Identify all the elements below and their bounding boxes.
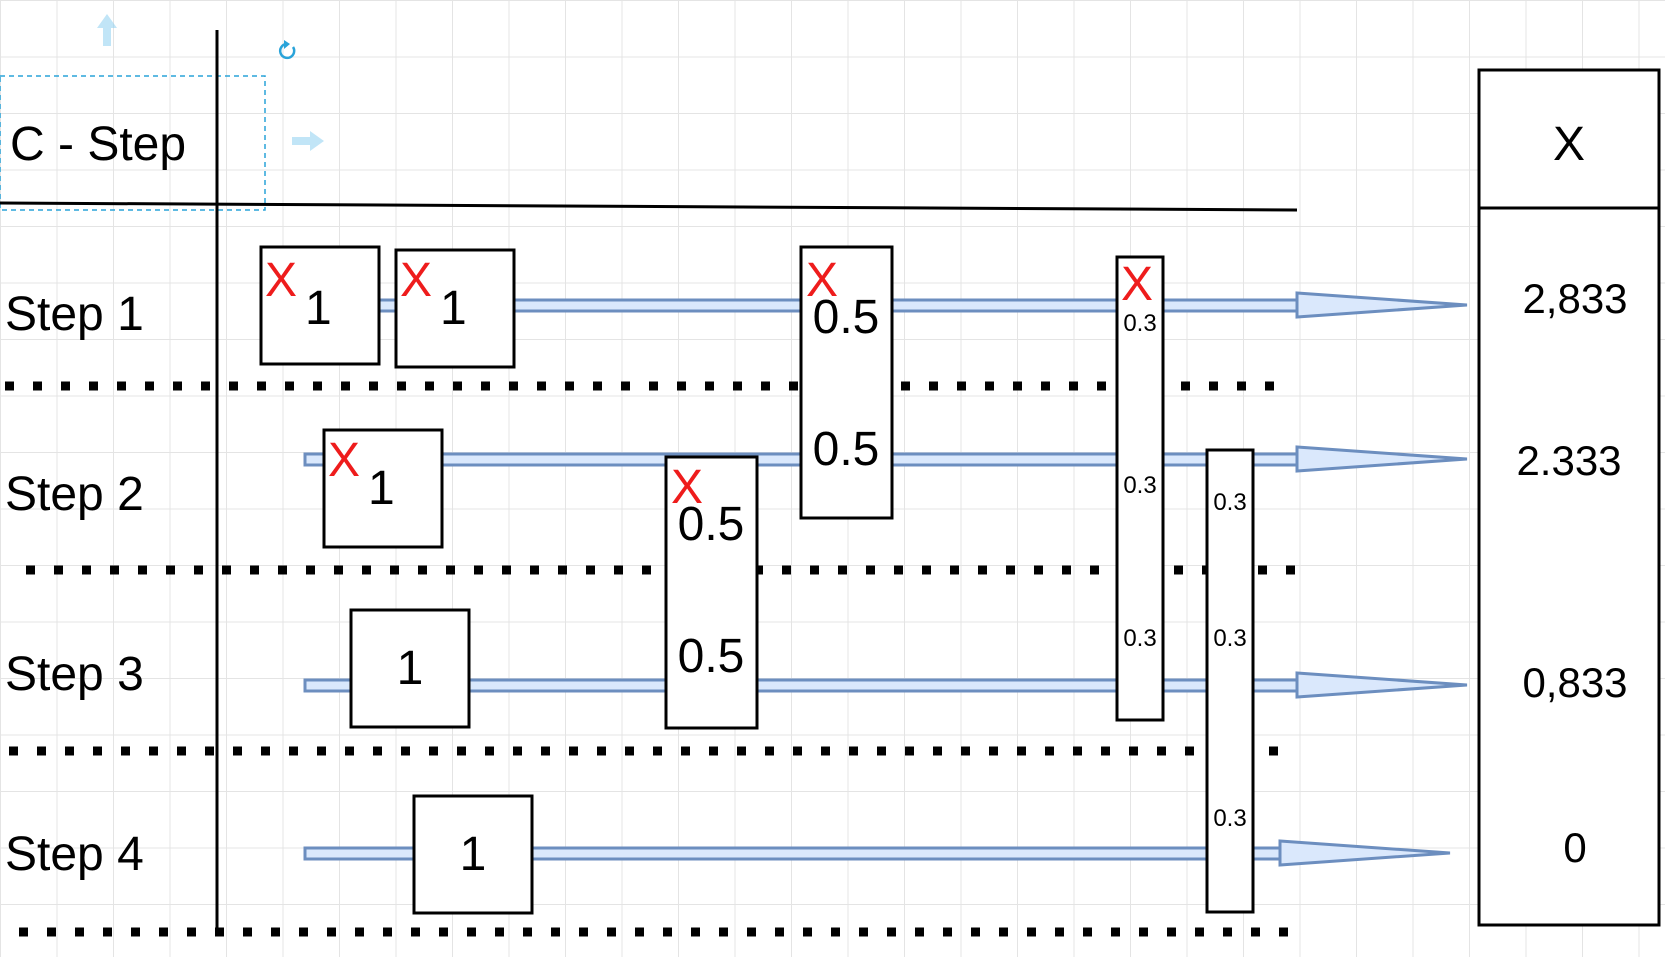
selection-overlay[interactable] (0, 14, 324, 211)
flow-arrow-3 (303, 671, 1469, 699)
row-label-step-1: Step 1 (5, 288, 144, 341)
box-value: 0.3 (1213, 625, 1246, 652)
box-value: 0.3 (1213, 805, 1246, 832)
split-box-steps-2-3[interactable]: X 0.5 0.5 (664, 455, 759, 730)
thin-box-steps-1-3[interactable]: X 0.3 0.3 0.3 (1115, 255, 1165, 722)
rotate-handle-icon[interactable] (278, 40, 296, 60)
x-marker: X (400, 254, 432, 307)
header-divider (0, 201, 1298, 212)
step1-box-1[interactable]: X 1 (259, 245, 381, 366)
up-arrow-handle-icon[interactable] (97, 14, 117, 46)
step2-box-1[interactable]: X 1 (322, 428, 444, 549)
step3-box-1[interactable]: 1 (349, 608, 471, 729)
x-marker: X (806, 254, 838, 307)
step1-box-2[interactable]: X 1 (394, 248, 516, 369)
step4-box-1[interactable]: 1 (412, 794, 534, 915)
box-value-bottom: 0.5 (813, 423, 880, 476)
flow-arrow-4 (303, 839, 1452, 867)
split-box-steps-1-2[interactable]: X 0.5 0.5 (799, 245, 894, 520)
box-value: 1 (460, 828, 487, 881)
result-header: X (1553, 118, 1585, 171)
right-arrow-handle-icon[interactable] (292, 131, 324, 151)
x-marker: X (671, 461, 703, 514)
result-column: X 2,833 2.333 0,833 0 (1477, 68, 1661, 927)
c-step-header: C - Step (10, 118, 186, 171)
box-value: 0.3 (1123, 310, 1156, 337)
result-value-step-1: 2,833 (1522, 275, 1627, 322)
thin-box-steps-2-4[interactable]: 0.3 0.3 0.3 (1205, 448, 1255, 914)
box-value: 1 (397, 642, 424, 695)
row-label-step-2: Step 2 (5, 468, 144, 521)
row-label-step-3: Step 3 (5, 648, 144, 701)
x-marker: X (328, 434, 360, 487)
x-marker: X (265, 254, 297, 307)
box-value: 1 (305, 282, 332, 335)
result-value-step-4: 0 (1563, 824, 1586, 871)
flow-arrow-1 (368, 291, 1469, 319)
box-value-top: 0.5 (813, 291, 880, 344)
result-value-step-2: 2.333 (1516, 437, 1621, 484)
box-value: 1 (368, 462, 395, 515)
x-marker: X (1121, 258, 1153, 311)
box-value: 1 (440, 282, 467, 335)
box-value: 0.3 (1123, 625, 1156, 652)
selection-box[interactable] (0, 75, 266, 211)
box-value-bottom: 0.5 (678, 630, 745, 683)
box-value: 0.3 (1123, 472, 1156, 499)
result-value-step-3: 0,833 (1522, 659, 1627, 706)
box-value-top: 0.5 (678, 498, 745, 551)
row-label-step-4: Step 4 (5, 828, 144, 881)
box-value: 0.3 (1213, 489, 1246, 516)
